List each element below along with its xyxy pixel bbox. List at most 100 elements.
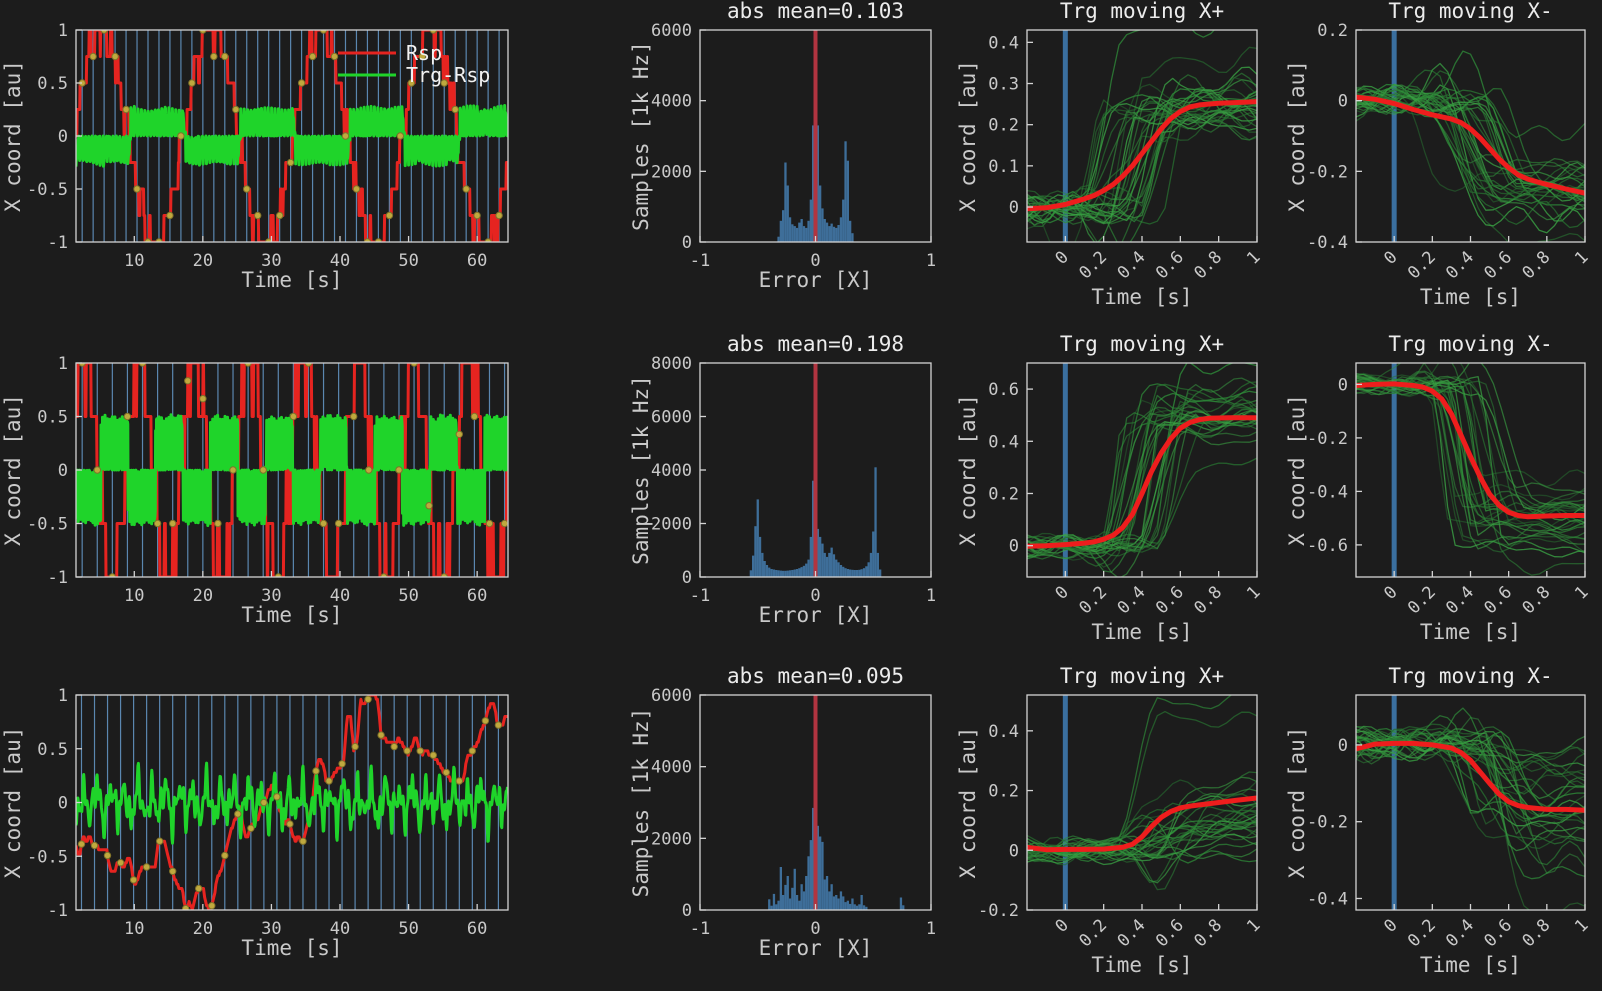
- histogram-bar: [828, 891, 831, 910]
- trial-marker-dot: [297, 79, 306, 87]
- trial-trace: [1356, 363, 1585, 518]
- x-tick-label: 60: [467, 251, 487, 271]
- histogram-bar: [807, 220, 810, 242]
- histogram-bar: [821, 208, 824, 242]
- histogram-bar: [763, 561, 766, 577]
- trial-trace: [1356, 371, 1585, 509]
- legend-label: Rsp: [406, 41, 442, 65]
- y-tick-label: -0.6: [1307, 536, 1348, 556]
- trial-trace: [1356, 83, 1585, 234]
- histogram-bar: [837, 898, 840, 910]
- histogram-bar: [758, 536, 762, 577]
- trial-marker-dot: [243, 185, 251, 193]
- histogram-bar: [788, 898, 792, 910]
- trial-marker-dot: [93, 466, 102, 474]
- histogram-bar: [809, 199, 812, 242]
- y-axis-label: X coord [au]: [1285, 727, 1309, 879]
- trial-marker-dot: [484, 238, 492, 242]
- trial-marker-dot: [182, 904, 190, 910]
- histogram-bar: [825, 222, 829, 242]
- trial-trace: [1356, 730, 1585, 808]
- trial-marker-dot: [325, 777, 333, 785]
- x-tick-label: 60: [467, 919, 487, 939]
- trial-trace: [1027, 421, 1257, 560]
- y-tick-label: 0.6: [988, 380, 1019, 400]
- trial-marker-dot: [221, 52, 229, 61]
- trial-marker-dot: [468, 747, 476, 755]
- trial-marker-dot: [254, 211, 262, 220]
- y-axis-label: X coord [au]: [1, 60, 25, 212]
- plot-title: Trg moving X+: [1060, 0, 1224, 23]
- y-tick-label: 4000: [651, 461, 692, 481]
- plot-title: abs mean=0.095: [727, 664, 904, 688]
- y-tick-label: 6000: [651, 21, 692, 41]
- y-tick-label: -1: [48, 901, 68, 921]
- y-axis-label: X coord [au]: [1, 727, 25, 879]
- histogram-bar: [899, 897, 903, 910]
- trial-marker-dot: [177, 132, 185, 140]
- trial-marker-dot: [142, 863, 151, 871]
- trial-marker-dot: [188, 79, 196, 87]
- histogram-bar: [865, 906, 868, 910]
- histogram-bar: [849, 220, 852, 242]
- x-axis-label: Time [s]: [1091, 285, 1192, 309]
- trial-marker-dot: [208, 902, 216, 910]
- trial-marker-dot: [286, 820, 294, 828]
- histogram-bar: [809, 536, 812, 577]
- histogram-bar: [853, 570, 856, 577]
- histogram-bar: [795, 227, 799, 242]
- histogram-bar: [835, 227, 838, 242]
- x-tick-label: -1: [690, 919, 710, 939]
- trial-marker-dot: [462, 185, 470, 193]
- histogram-bar: [786, 876, 789, 910]
- trial-marker-dot: [495, 211, 503, 220]
- trial-trace: [1027, 814, 1257, 864]
- y-tick-label: 0: [682, 233, 692, 253]
- trial-marker-dot: [276, 211, 284, 220]
- y-tick-label: 2000: [651, 515, 692, 535]
- y-tick-label: 8000: [651, 354, 692, 374]
- histogram-bar: [784, 162, 787, 242]
- histogram-bar: [791, 887, 794, 910]
- trial-marker-dot: [289, 412, 298, 421]
- y-tick-label: 0.3: [988, 75, 1019, 95]
- x-tick-label: 0: [810, 251, 820, 271]
- y-tick-label: 0.2: [988, 116, 1019, 136]
- series-Trg-Rsp: [76, 104, 508, 168]
- trial-marker-dot: [259, 466, 267, 474]
- histogram-bar: [768, 567, 771, 577]
- y-tick-label: 0.4: [988, 722, 1019, 742]
- trial-marker-dot: [286, 158, 295, 167]
- histogram-bar: [858, 904, 861, 910]
- trial-trace: [1027, 86, 1257, 221]
- trial-marker-dot: [341, 132, 350, 140]
- y-tick-label: -0.5: [27, 515, 68, 535]
- histogram-bar: [828, 226, 831, 242]
- plot-title: abs mean=0.198: [727, 332, 904, 356]
- histogram-bar: [839, 891, 843, 910]
- y-tick-label: 0: [58, 461, 68, 481]
- histogram-bar: [832, 554, 836, 577]
- trial-marker-dot: [111, 52, 119, 61]
- trial-marker-dot: [377, 731, 385, 739]
- trial-trace: [1356, 88, 1585, 204]
- histogram-bar: [761, 552, 764, 577]
- x-tick-label: 30: [261, 586, 281, 606]
- trial-marker-dot: [129, 876, 138, 884]
- trial-marker-dot: [374, 238, 383, 242]
- trial-marker-dot: [184, 377, 192, 385]
- histogram-bar: [782, 895, 785, 910]
- y-axis-label: X coord [au]: [1, 394, 25, 546]
- histogram-bar: [835, 895, 838, 910]
- trial-marker-dot: [364, 695, 372, 703]
- histogram-bar: [902, 905, 905, 910]
- x-axis-label: Error [X]: [759, 936, 873, 960]
- histogram-bar: [865, 566, 868, 577]
- y-axis-label: X coord [au]: [1285, 60, 1309, 212]
- x-axis-label: Error [X]: [759, 603, 873, 627]
- histogram-bar: [805, 227, 808, 242]
- x-tick-label: 50: [398, 251, 418, 271]
- histogram-bar: [772, 569, 776, 577]
